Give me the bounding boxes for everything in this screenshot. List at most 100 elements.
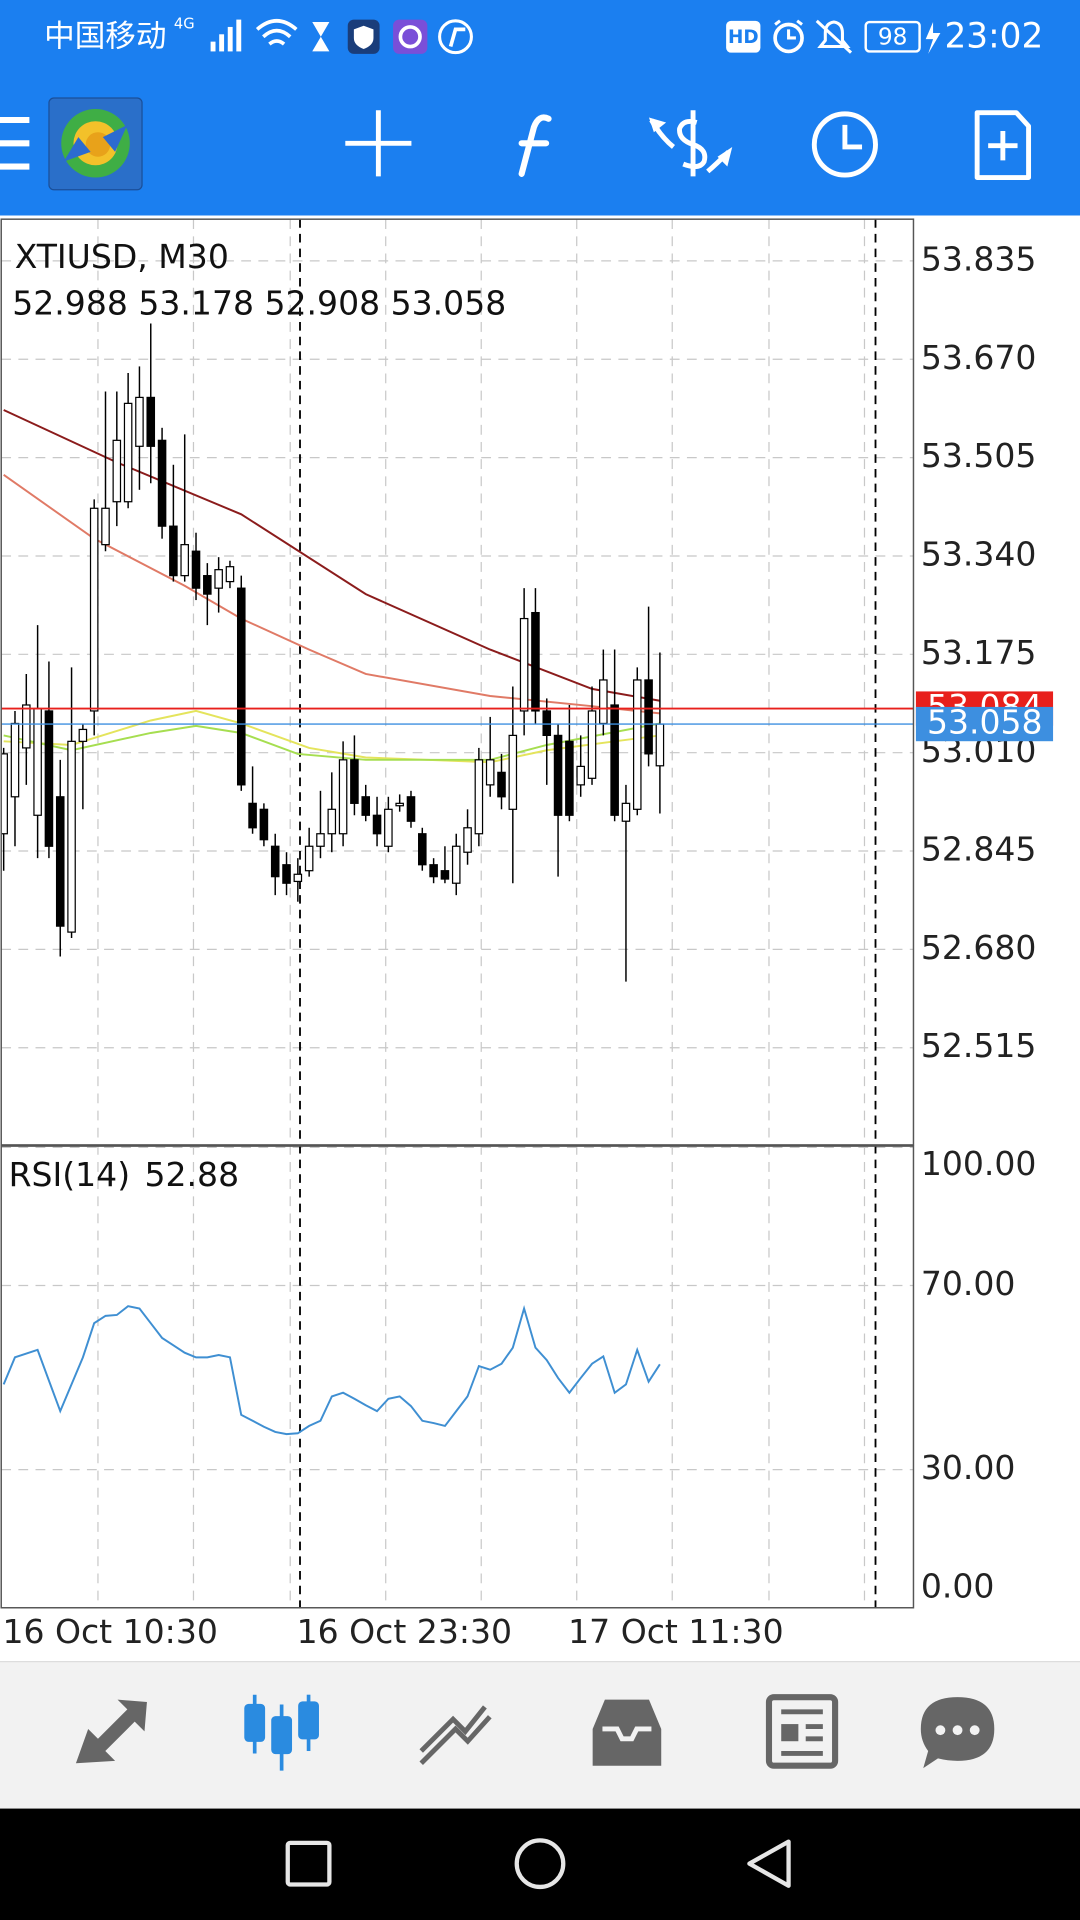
y-tick-label: 52.515: [921, 1026, 1037, 1065]
candle-body: [293, 873, 303, 883]
candle-body: [655, 723, 665, 767]
moving-average: [3, 722, 661, 761]
chat-tab[interactable]: [920, 1697, 995, 1769]
hd-label: HD: [728, 27, 759, 48]
network: 4G: [174, 15, 195, 32]
y-tick-label: 52.680: [921, 928, 1037, 967]
candle-body: [123, 402, 133, 503]
battery-icon: [864, 20, 921, 53]
rsi-plot: [2, 1304, 661, 1436]
candle-body: [327, 808, 337, 835]
candle-body: [78, 728, 88, 742]
ohlc-low: 52.908: [264, 283, 380, 322]
period-separators: [299, 219, 877, 1608]
candle-body: [599, 679, 608, 725]
y-tick-label: 30.00: [921, 1448, 1016, 1487]
candle-body: [157, 439, 167, 527]
system-nav: [0, 1808, 1080, 1920]
home-button[interactable]: [514, 1838, 566, 1890]
menu-button[interactable]: [0, 116, 30, 170]
candle-body: [565, 740, 574, 816]
candle-body: [101, 507, 110, 546]
y-tick-label: 53.505: [921, 436, 1037, 475]
history-glyph: [602, 1726, 652, 1742]
candle-body: [474, 759, 484, 835]
quotes-tab[interactable]: [75, 1699, 147, 1764]
toolbar: [0, 97, 1032, 191]
x-tick-label: 16 Oct 23:30: [297, 1612, 512, 1651]
new-order-button[interactable]: [974, 110, 1032, 181]
signal-icon: [210, 19, 242, 52]
period-button[interactable]: [811, 111, 878, 178]
y-tick-label: 53.175: [921, 633, 1037, 672]
candle-body: [429, 864, 438, 878]
app-glyph-2: [448, 27, 466, 48]
rsi-frame: [0, 1145, 915, 1609]
candle-body: [542, 710, 552, 737]
trade-tab[interactable]: [419, 1705, 492, 1765]
app-bar: [0, 0, 1080, 216]
candle-body: [576, 765, 585, 786]
bid-box: [915, 706, 1054, 742]
clock: 23:02: [945, 16, 1044, 56]
indicators-button[interactable]: [518, 114, 552, 177]
candle-body: [395, 802, 404, 807]
price-plot: [1, 323, 914, 982]
candle-body: [1, 753, 8, 835]
candle-body: [236, 587, 246, 786]
alarm-icon: [773, 22, 804, 54]
candle-body: [67, 740, 76, 933]
shield-glyph: [353, 25, 374, 49]
recents-button[interactable]: [285, 1840, 332, 1887]
battery-level: 98: [878, 23, 908, 50]
ohlc-high: 53.178: [138, 283, 254, 322]
back-button[interactable]: [747, 1839, 791, 1888]
mute-icon: [815, 19, 853, 54]
y-tick-label: 53.340: [921, 534, 1037, 573]
moving-average: [3, 474, 660, 715]
candle-body: [621, 802, 631, 822]
candle-body: [10, 722, 20, 798]
candle-body: [180, 544, 189, 577]
mt4-logo[interactable]: [48, 97, 143, 191]
candle-body: [304, 845, 314, 872]
chart-tab[interactable]: [244, 1694, 319, 1771]
alarm-glyph: [774, 19, 803, 40]
ohlc-open: 52.988: [12, 283, 128, 322]
candle-body: [350, 759, 359, 804]
candle-body: [22, 704, 31, 749]
app-glyph: [398, 25, 422, 49]
hd-badge: [726, 20, 761, 53]
candle-body: [338, 759, 348, 835]
candle-body: [384, 808, 393, 847]
chart-background: [0, 215, 1080, 1663]
charging-icon: [925, 22, 941, 54]
candle-body: [112, 439, 122, 503]
crosshair-button[interactable]: [345, 110, 412, 177]
candle-body: [169, 525, 178, 577]
news-tab[interactable]: [765, 1694, 839, 1769]
trade-button[interactable]: [648, 110, 733, 177]
candle-body: [531, 611, 540, 712]
candle-body: [372, 814, 382, 835]
candle-body: [259, 808, 269, 841]
time-grid: [97, 219, 866, 1608]
history-tab[interactable]: [592, 1699, 662, 1766]
bottom-nav: [0, 1661, 1080, 1809]
candle-body: [55, 796, 65, 927]
candle-body: [225, 566, 235, 583]
candle-body: [632, 679, 642, 810]
y-tick-label: 53.670: [921, 338, 1037, 377]
candle-body: [587, 710, 597, 779]
rsi-line: [2, 1304, 661, 1436]
candle-body: [508, 734, 518, 810]
candle-body: [146, 396, 156, 447]
candle-body: [282, 864, 291, 884]
candle-body: [553, 734, 563, 816]
candle-body: [610, 704, 619, 816]
y-tick-label: 100.00: [921, 1144, 1037, 1183]
y-tick-label: 0.00: [921, 1567, 995, 1606]
rsi-value: 52.88: [144, 1155, 239, 1194]
ohlc-close: 53.058: [391, 283, 507, 322]
